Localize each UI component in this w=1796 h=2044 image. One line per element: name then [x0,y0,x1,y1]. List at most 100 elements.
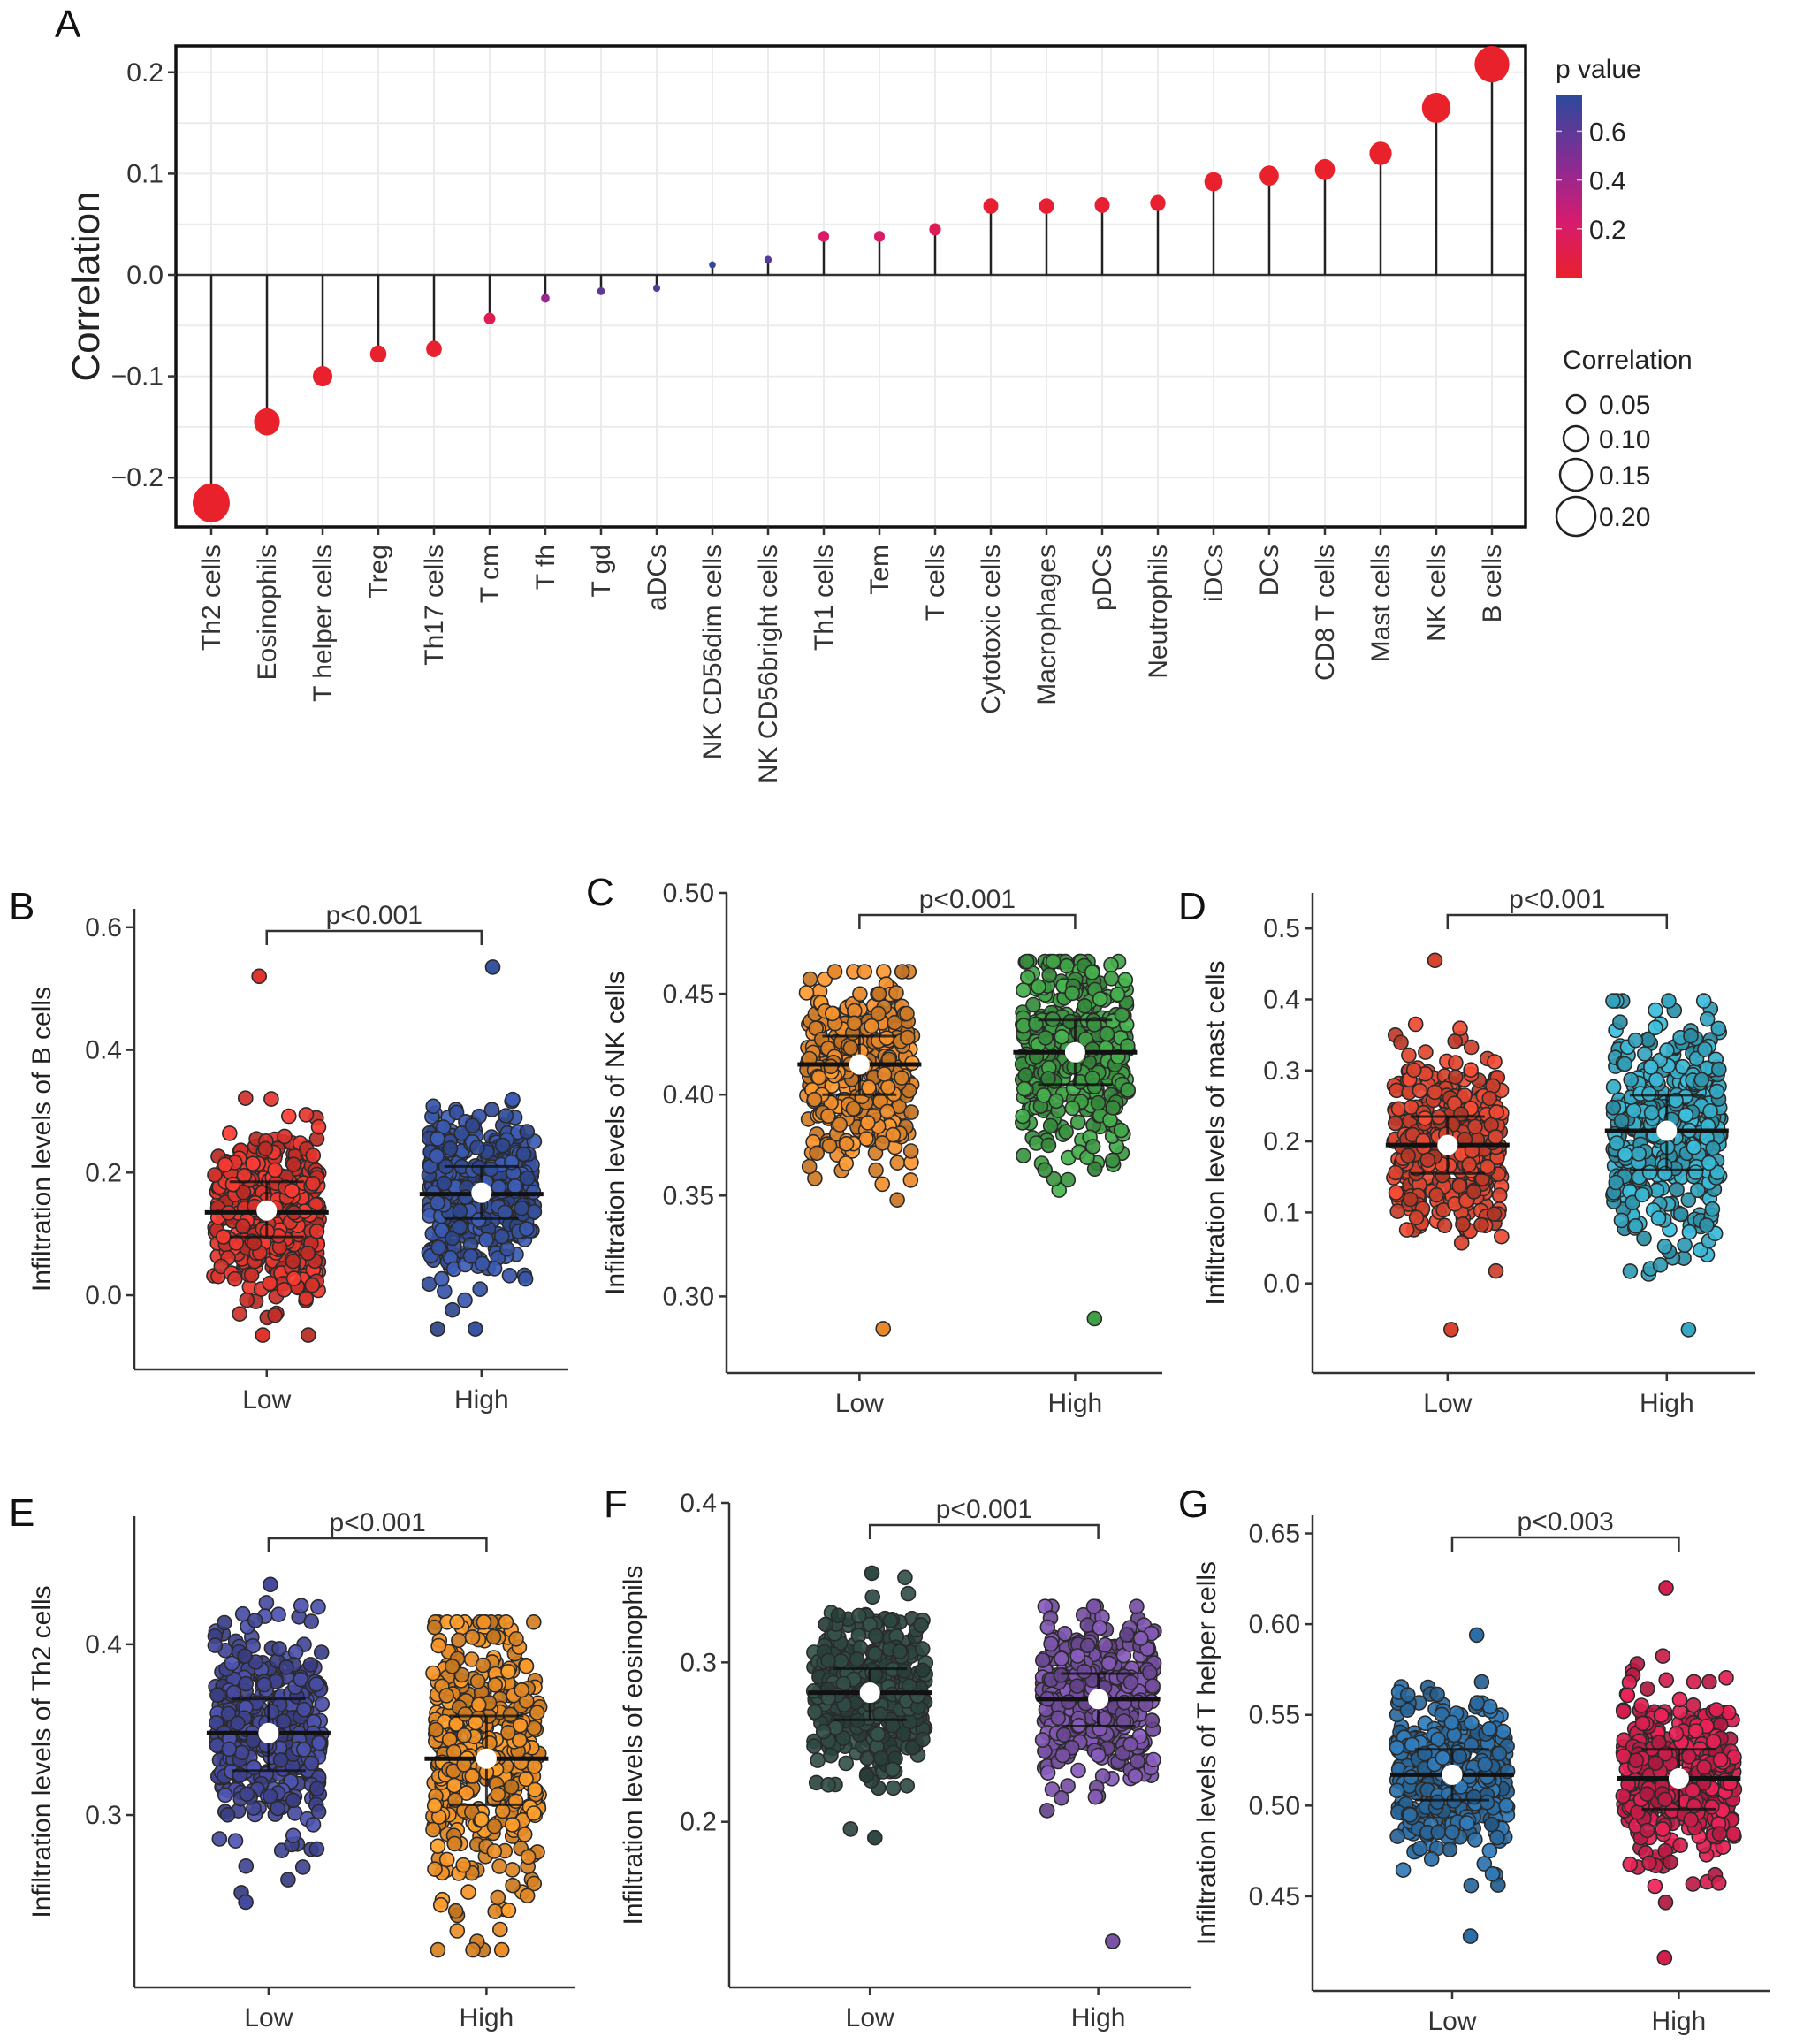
x-tick-label: pDCs [1088,545,1117,611]
data-point [874,1176,891,1193]
data-point [1458,1815,1475,1831]
data-point [889,1155,906,1171]
data-point [452,1219,468,1235]
lollipop-dot [652,284,661,293]
data-point [1069,1678,1085,1694]
data-point [1144,1712,1161,1728]
data-point [1467,1832,1483,1848]
data-point [879,1030,895,1046]
significance-bracket [858,913,1077,929]
data-point [1652,1257,1669,1273]
data-point [500,1725,516,1741]
x-tick-label: Th2 cells [197,545,226,651]
mean-marker [1088,1689,1109,1710]
mean-marker [849,1054,870,1075]
series-low [1385,952,1510,1338]
color-legend-label: 0.6 [1589,118,1626,147]
data-point [485,1628,502,1645]
data-point [1489,1829,1505,1846]
x-tick-label: High [454,1385,509,1415]
data-point [1053,1667,1069,1683]
data-point [845,1101,862,1117]
data-point [1455,1216,1471,1232]
data-point [520,1849,537,1865]
data-point [217,1156,233,1173]
data-point [1401,1047,1417,1064]
data-point [1035,1652,1051,1668]
data-point [1056,1626,1073,1642]
data-point [515,1146,532,1163]
data-point [1705,1140,1721,1156]
data-point-outlier [1085,1598,1102,1614]
data-point [846,1015,863,1032]
data-point [833,1653,849,1669]
lollipop-dot [1421,92,1451,123]
data-point [1398,1222,1415,1238]
data-point [1054,1747,1071,1764]
data-point [861,1079,877,1095]
p-value-label: p<0.001 [936,1495,1032,1524]
x-tick-label: Mast cells [1366,545,1396,662]
lollipop-dot [818,231,830,242]
data-point [820,1108,836,1125]
data-point [1109,986,1126,1003]
data-point [207,1167,223,1183]
data-point [238,1675,255,1692]
data-point [500,1903,517,1918]
data-point [285,1792,301,1809]
data-point [1039,1803,1055,1819]
data-point [900,1585,917,1602]
data-point [1480,1158,1495,1175]
data-point [1403,1191,1419,1208]
data-point [842,1040,859,1056]
p-value-label: p<0.001 [919,885,1016,914]
data-point [475,1657,491,1674]
data-point [429,1148,445,1164]
lollipop-dot [541,294,550,303]
data-point [1486,1206,1503,1222]
data-point [802,971,818,988]
data-point-outlier [493,1941,510,1958]
lollipop-dot [764,256,772,264]
data-point [296,1701,312,1718]
data-point [1055,1727,1072,1743]
x-tick-label: Low [1427,2007,1476,2036]
data-point [1060,1778,1076,1794]
data-point [879,1079,896,1095]
data-point [272,1752,289,1768]
data-point [1484,1865,1501,1882]
y-tick-label: 0.4 [1263,985,1300,1014]
data-point [445,1230,460,1247]
data-point [1070,1114,1086,1131]
data-point [1042,1117,1059,1134]
size-legend-label: 0.05 [1599,391,1650,420]
size-legend-circle [1555,495,1597,538]
data-point [310,1118,327,1135]
panel-letter-e: E [9,1491,34,1535]
series-high [419,959,544,1337]
data-point [809,1145,826,1162]
data-point [227,1833,244,1849]
data-point [1393,1034,1409,1050]
data-point [1400,1148,1416,1164]
data-point [913,1617,929,1633]
data-point [1488,1262,1504,1279]
series-low [1389,1627,1516,1944]
data-point [226,1270,243,1287]
data-point-outlier [864,1565,880,1582]
data-point [216,1229,232,1245]
data-point [526,1805,542,1821]
data-point [1483,1816,1500,1833]
data-point [298,1107,315,1123]
data-point [430,1637,447,1654]
data-point [901,1082,917,1099]
data-point [446,1777,462,1794]
data-point [859,1750,875,1766]
data-point [308,1676,324,1692]
x-tick-label: High [1048,1389,1103,1418]
series-high [1604,993,1729,1338]
data-point [1613,1113,1630,1129]
mean-marker [1437,1134,1458,1155]
data-point-outlier [1443,1322,1459,1338]
